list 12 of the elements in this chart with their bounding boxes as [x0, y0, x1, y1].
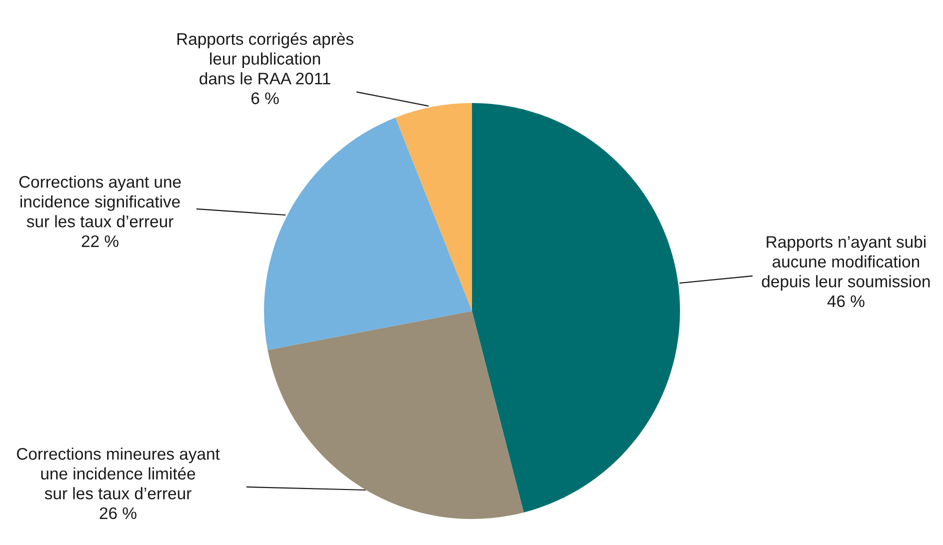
data-label: 22 %	[82, 235, 118, 248]
pie-slice	[395, 103, 472, 311]
data-label: 46 %	[827, 295, 864, 308]
slice-label: Corrections ayant une incidence significative sur les taux d’erreur	[19, 176, 181, 228]
slice-label: Rapports corrigés après leur publication dans le RAA 2011	[177, 32, 354, 84]
pie-slice	[264, 118, 472, 350]
slice-label: Corrections mineures ayant une incidence limitée sur les taux d’erreur	[16, 448, 220, 500]
pie-slice	[268, 311, 524, 519]
pie-slice	[472, 103, 680, 512]
data-label: 6 %	[251, 92, 279, 104]
data-label: 26 %	[100, 507, 136, 520]
slice-label: Rapports n’ayant subi aucune modification depuis leur soumission	[762, 236, 930, 291]
